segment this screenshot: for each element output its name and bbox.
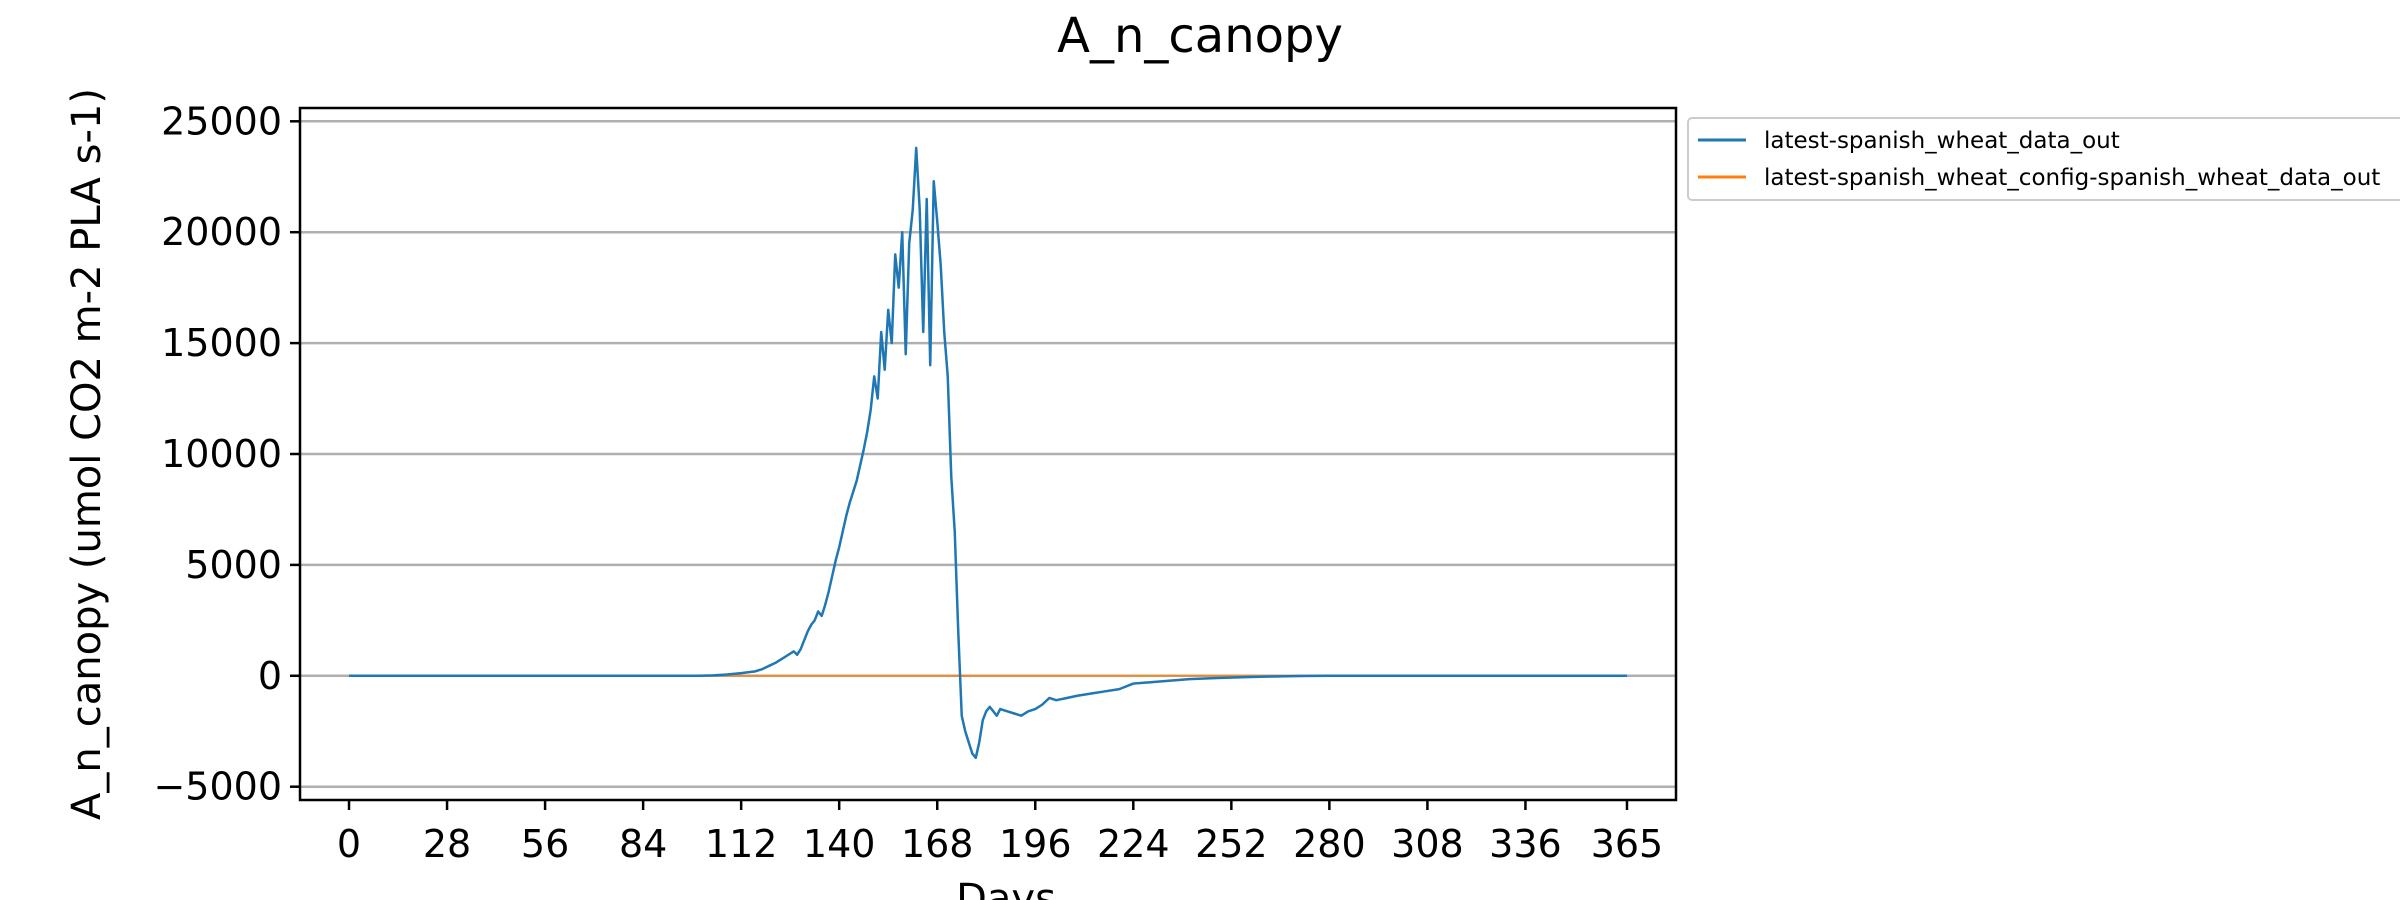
y-tick-label: 0 [258,654,282,698]
x-tick-label: 252 [1195,822,1268,866]
legend: latest-spanish_wheat_data_out latest-spa… [1687,117,2400,201]
x-tick-label: 224 [1097,822,1170,866]
x-axis-title: Days [956,876,1056,900]
legend-label-series-1: latest-spanish_wheat_data_out [1764,128,2120,154]
x-tick-label: 28 [423,822,471,866]
x-tick-label: 56 [521,822,569,866]
x-tick-label: 0 [337,822,361,866]
chart-title: A_n_canopy [1057,8,1343,64]
y-axis-title: A_n_canopy (umol CO2 m-2 PLA s-1) [64,88,110,820]
x-tick-label: 112 [705,822,778,866]
x-tick-label: 365 [1591,822,1664,866]
y-tick-label: 25000 [161,99,282,143]
x-tick-label: 196 [999,822,1072,866]
x-tick-label: 84 [619,822,667,866]
x-tick-label: 140 [803,822,876,866]
legend-box [1687,117,2400,201]
x-tick-label: 280 [1293,822,1366,866]
x-tick-label: 308 [1391,822,1464,866]
y-tick-label: 5000 [185,543,282,587]
y-tick-label: 15000 [161,321,282,365]
y-tick-label: 20000 [161,210,282,254]
x-tick-label: 168 [901,822,974,866]
series-line-1 [349,146,1627,760]
x-tick-label: 336 [1489,822,1562,866]
legend-label-series-2: latest-spanish_wheat_config-spanish_whea… [1764,165,2380,191]
y-tick-label: −5000 [153,765,282,809]
grid-layer [300,120,1676,788]
x-ticks: 0 28 56 84 112 140 168 196 224 252 280 308 336 365 [337,800,1663,866]
y-ticks: −5000 0 5000 10000 15000 20000 25000 [153,99,300,809]
y-tick-label: 10000 [161,432,282,476]
series-layer [349,146,1627,760]
